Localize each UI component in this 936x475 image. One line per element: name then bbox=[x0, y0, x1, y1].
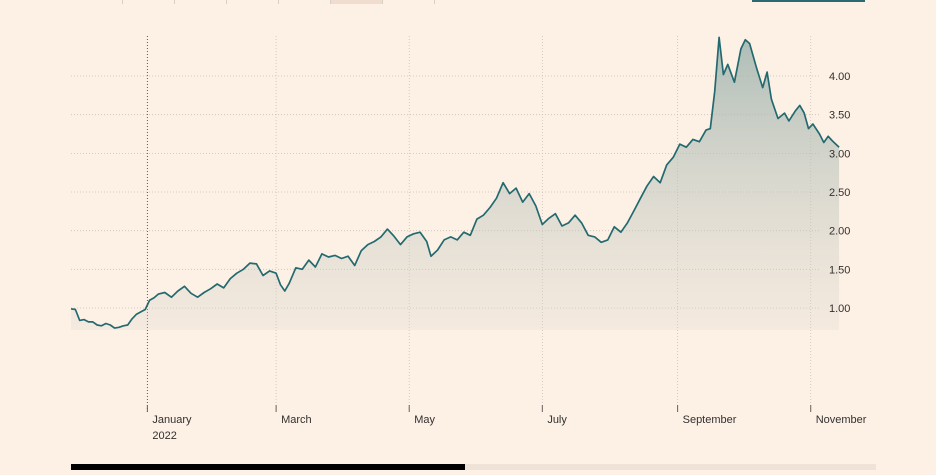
range-tab[interactable] bbox=[226, 0, 279, 4]
line-layer bbox=[70, 36, 840, 329]
y-axis-labels: 1.00 1.50 2.00 2.50 3.00 3.50 4.00 bbox=[829, 71, 850, 315]
range-tab[interactable] bbox=[122, 0, 175, 4]
range-tab[interactable] bbox=[434, 0, 487, 4]
y-tick-label: 2.50 bbox=[829, 187, 850, 199]
x-tick-label: July bbox=[547, 414, 567, 426]
series-line bbox=[70, 36, 840, 329]
y-tick-label: 3.00 bbox=[829, 148, 850, 160]
y-tick-label: 1.00 bbox=[829, 303, 850, 315]
y-tick-label: 4.00 bbox=[829, 71, 850, 83]
x-tick-label: September bbox=[683, 414, 737, 426]
y-tick-label: 3.50 bbox=[829, 110, 850, 122]
y-tick-label: 1.50 bbox=[829, 264, 850, 276]
x-axis-labels: January 2022 March May July September November bbox=[152, 414, 866, 442]
range-tab[interactable] bbox=[278, 0, 331, 4]
x-tick-label: November bbox=[816, 414, 867, 426]
range-tabs bbox=[70, 0, 440, 5]
x-tick-sublabel: 2022 bbox=[152, 430, 176, 442]
chart-mode-button[interactable] bbox=[752, 0, 865, 2]
range-tab[interactable] bbox=[174, 0, 227, 4]
x-tick-label: March bbox=[281, 414, 312, 426]
area-layer bbox=[71, 37, 840, 331]
range-scrubber[interactable] bbox=[71, 464, 876, 470]
range-tab-active[interactable] bbox=[330, 0, 383, 4]
range-scrubber-selection[interactable] bbox=[71, 464, 465, 470]
x-tick-label: May bbox=[414, 414, 435, 426]
x-tick-label: January bbox=[152, 414, 192, 426]
range-tab[interactable] bbox=[382, 0, 435, 4]
series-area bbox=[71, 37, 840, 331]
y-tick-label: 2.00 bbox=[829, 226, 850, 238]
